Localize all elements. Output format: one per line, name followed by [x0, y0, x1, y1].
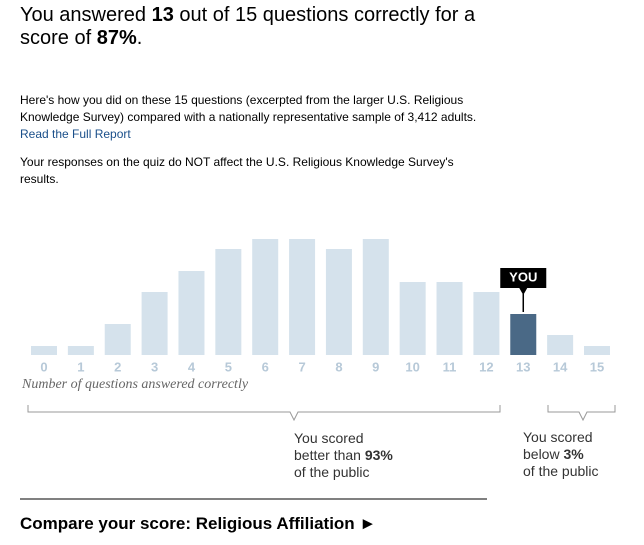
x-tick-label: 1 [77, 359, 84, 374]
bar [399, 282, 426, 355]
note: Your responses on the quiz do NOT affect… [20, 155, 454, 186]
bar [31, 346, 57, 355]
callout-box [500, 268, 547, 295]
bar [362, 239, 389, 355]
score-heading: You answered 13 out of 15 questions corr… [20, 4, 520, 50]
x-tick-label: 13 [516, 359, 530, 374]
x-tick-label: 2 [114, 359, 121, 374]
x-tick-label: 10 [405, 359, 419, 374]
bracket-text: You scored better than 93% of the public [294, 430, 393, 481]
text: below [523, 446, 564, 462]
percent: 93% [364, 447, 393, 463]
x-tick-label: 15 [590, 359, 604, 374]
bar [510, 314, 537, 355]
bar [436, 282, 463, 355]
bar [67, 346, 94, 355]
x-tick-label: 8 [335, 359, 342, 374]
score: 87% [96, 27, 137, 49]
bar [289, 239, 316, 355]
x-tick-label: 6 [262, 359, 269, 374]
bar [252, 239, 279, 355]
bar [104, 324, 131, 355]
bar [547, 335, 574, 355]
bracket [547, 405, 616, 422]
x-tick-label: 3 [151, 359, 158, 374]
callout-label: YOU [509, 269, 537, 284]
x-tick-label: 14 [553, 359, 568, 374]
text: out of 15 questions correctly for a scor… [20, 4, 476, 49]
report-link[interactable]: Read the Full Report [20, 127, 131, 141]
text: You answered [20, 4, 152, 26]
text: . [136, 27, 143, 49]
bar [178, 271, 205, 355]
bar [473, 292, 500, 355]
intro: Here's how you did on these 15 questions… [20, 92, 490, 143]
bar [141, 292, 168, 355]
x-tick-label: 7 [298, 359, 305, 374]
x-tick-label: 0 [40, 359, 47, 374]
bar [215, 249, 242, 355]
x-tick-label: 5 [225, 359, 232, 374]
percent: 3% [563, 446, 584, 462]
text-line: better than 93% [294, 447, 393, 464]
x-tick-label: 12 [479, 359, 493, 374]
text: You scored [523, 429, 593, 445]
x-tick-label: 11 [443, 359, 457, 374]
text: You scored [294, 430, 364, 446]
correct-count: 13 [151, 4, 174, 26]
compare-link[interactable]: Compare your score: Religious Affiliatio… [20, 514, 377, 533]
x-tick-label: 4 [188, 359, 196, 374]
x-tick-label: 9 [372, 359, 379, 374]
bracket-text: You scored below 3% of the public [523, 429, 599, 480]
bar [325, 249, 352, 355]
intro-text: Here's how you did on these 15 questions… [20, 93, 477, 124]
text: better than [294, 447, 365, 463]
text: of the public [294, 464, 370, 480]
bar [584, 346, 610, 355]
x-axis-label: Number of questions answered correctly [21, 377, 249, 392]
bracket [27, 405, 501, 422]
text: of the public [523, 463, 599, 479]
text-line: below 3% [523, 446, 599, 463]
